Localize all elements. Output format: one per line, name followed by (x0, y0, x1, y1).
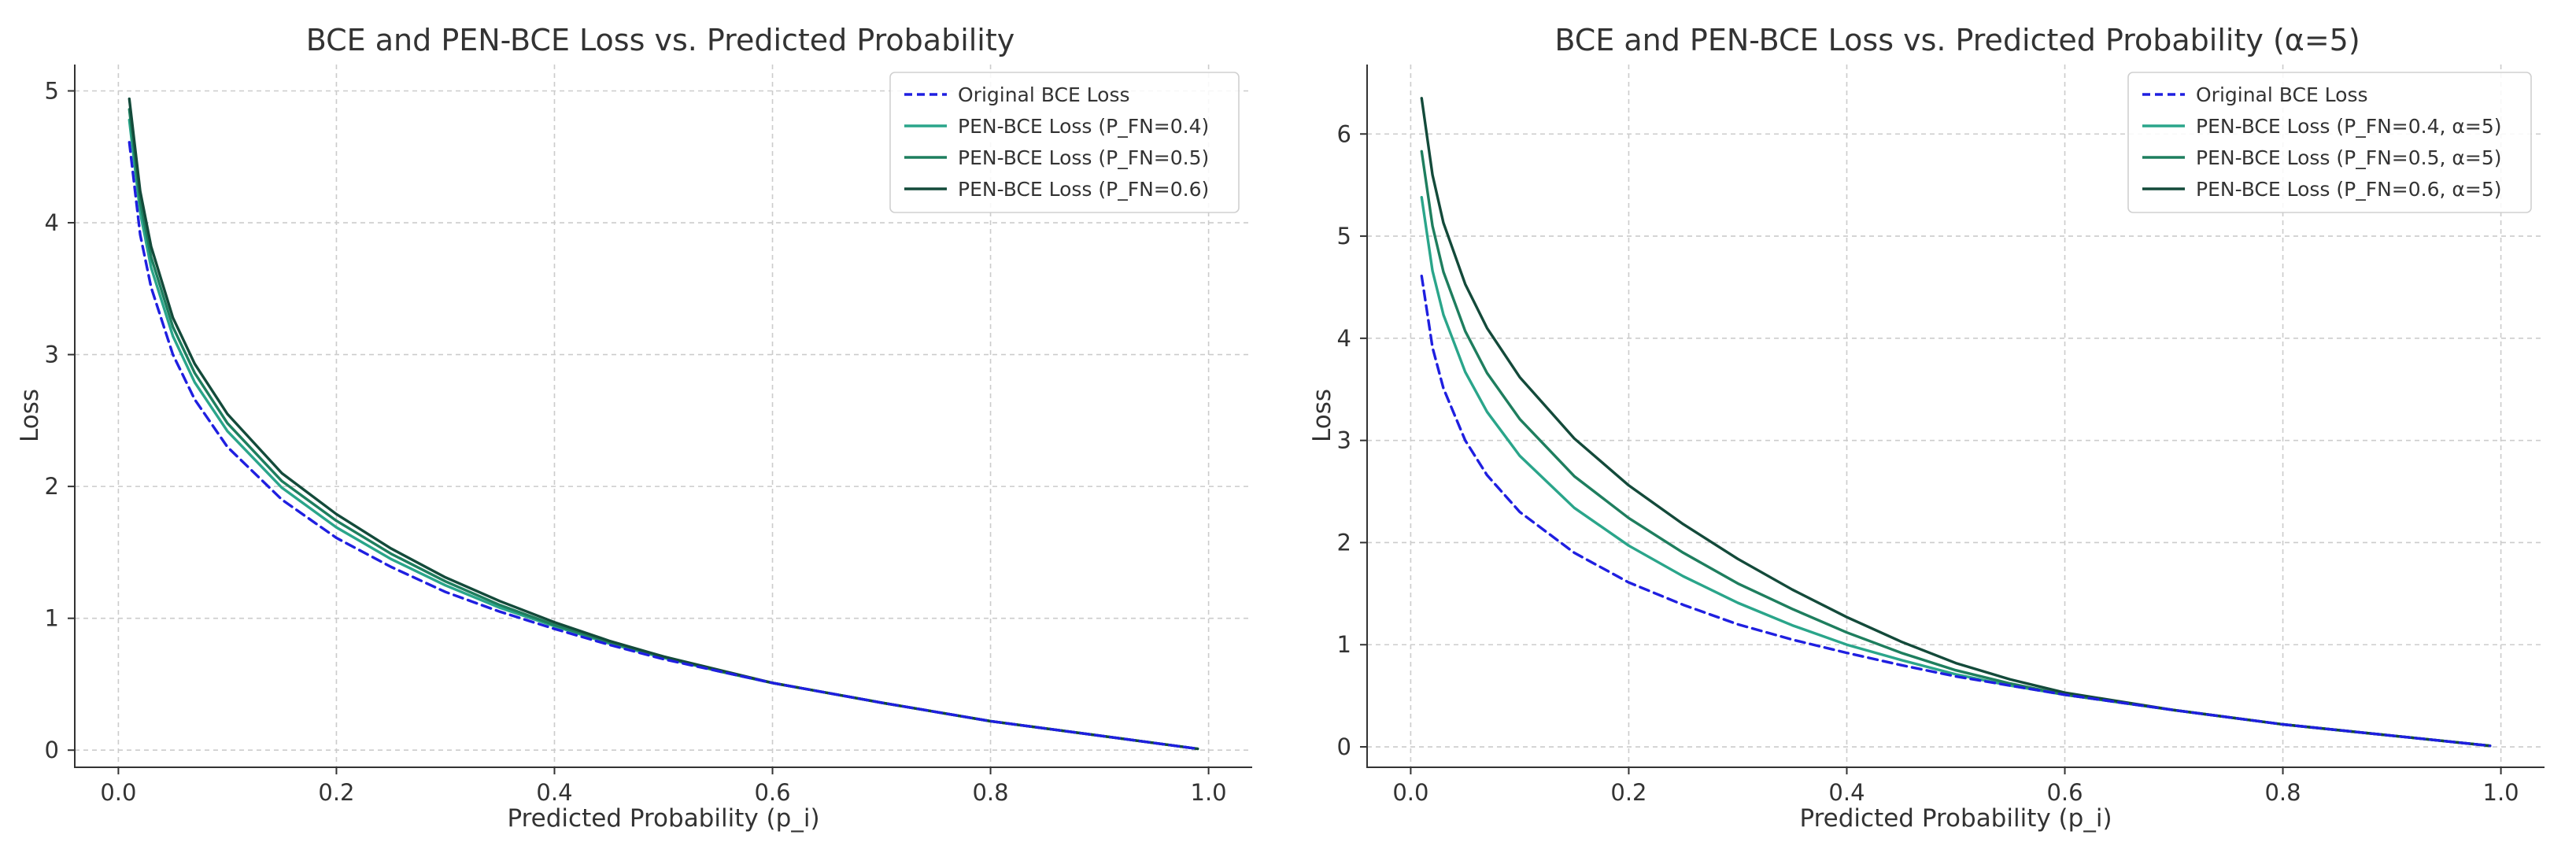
x-axis-label: Predicted Probability (p_i) (507, 804, 819, 833)
x-tick-label: 0.0 (1392, 779, 1428, 806)
x-tick-label: 0.4 (536, 779, 572, 806)
x-axis-line (74, 65, 1252, 768)
legend-label: Original BCE Loss (958, 83, 1130, 106)
y-tick-label: 4 (1337, 325, 1351, 352)
x-tick-label: 0.2 (1610, 779, 1646, 806)
y-tick-label: 3 (1337, 427, 1351, 454)
x-tick-label: 0.8 (2264, 779, 2301, 806)
y-tick-label: 3 (45, 342, 59, 368)
left-chart: BCE and PEN-BCE Loss vs. Predicted Proba… (16, 23, 1252, 833)
legend-label: PEN-BCE Loss (P_FN=0.6, α=5) (2196, 178, 2502, 201)
x-tick-label: 1.0 (2483, 779, 2519, 806)
axes (74, 65, 1252, 768)
legend: Original BCE Loss PEN-BCE Loss (P_FN=0.4)… (889, 72, 1240, 213)
y-tick-label: 0 (45, 737, 59, 763)
series-lines (128, 97, 1199, 751)
y-tick-label: 1 (45, 605, 59, 632)
y-axis-label: Loss (1308, 389, 1336, 442)
chart-title: BCE and PEN-BCE Loss vs. Predicted Proba… (306, 23, 1015, 57)
x-tick-label: 0.0 (100, 779, 136, 806)
legend-label: Original BCE Loss (2196, 83, 2368, 106)
y-tick-label: 4 (45, 209, 59, 236)
y-ticks: 0 1 2 3 4 5 (45, 78, 75, 763)
series-line-0 (128, 141, 1199, 751)
legend-label: PEN-BCE Loss (P_FN=0.4, α=5) (2196, 115, 2502, 138)
y-tick-label: 5 (45, 78, 59, 105)
x-tick-label: 1.0 (1191, 779, 1227, 806)
axes (1366, 65, 2545, 768)
series-line-0 (1420, 275, 2492, 748)
y-tick-label: 2 (1337, 529, 1351, 556)
y-tick-label: 5 (1337, 223, 1351, 249)
legend-label: PEN-BCE Loss (P_FN=0.5, α=5) (2196, 146, 2502, 169)
series-line-2 (1420, 150, 2492, 748)
x-tick-label: 0.4 (1828, 779, 1865, 806)
x-axis-line (1366, 65, 2545, 768)
chart-title: BCE and PEN-BCE Loss vs. Predicted Proba… (1554, 23, 2360, 57)
x-tick-label: 0.8 (972, 779, 1008, 806)
y-tick-label: 6 (1337, 120, 1351, 147)
series-line-1 (128, 118, 1199, 751)
legend-frame (2127, 72, 2532, 213)
y-ticks: 0 1 2 3 4 5 6 (1337, 120, 1367, 760)
legend-label: PEN-BCE Loss (P_FN=0.4) (958, 115, 1209, 138)
x-ticks: 0.0 0.2 0.4 0.6 0.8 1.0 (1392, 767, 2519, 806)
series-lines (1420, 97, 2492, 748)
legend-label: PEN-BCE Loss (P_FN=0.5) (958, 146, 1209, 169)
gridlines (75, 65, 1252, 767)
legend-frame (889, 72, 1240, 213)
right-chart: BCE and PEN-BCE Loss vs. Predicted Proba… (1308, 23, 2545, 833)
y-tick-label: 2 (45, 473, 59, 500)
x-tick-label: 0.6 (754, 779, 790, 806)
y-tick-label: 1 (1337, 631, 1351, 658)
x-axis-label: Predicted Probability (p_i) (1799, 804, 2112, 833)
x-ticks: 0.0 0.2 0.4 0.6 0.8 1.0 (100, 767, 1227, 806)
x-tick-label: 0.6 (2046, 779, 2083, 806)
legend-label: PEN-BCE Loss (P_FN=0.6) (958, 178, 1209, 201)
x-tick-label: 0.2 (318, 779, 354, 806)
y-axis-label: Loss (16, 389, 44, 442)
legend: Original BCE Loss PEN-BCE Loss (P_FN=0.4,… (2127, 72, 2532, 213)
y-tick-label: 0 (1337, 733, 1351, 760)
